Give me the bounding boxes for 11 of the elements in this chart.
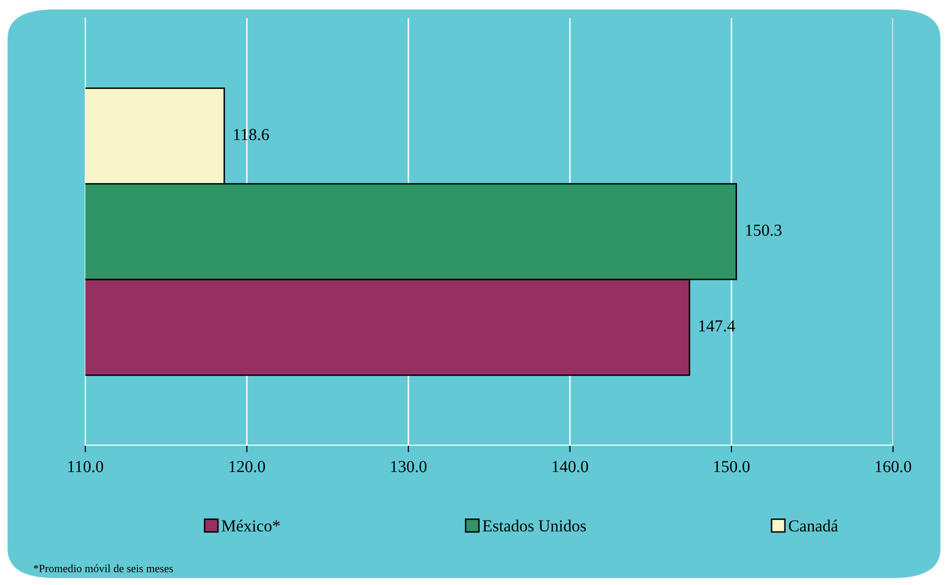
legend-label: México* xyxy=(222,520,280,532)
x-tick-label: 110.0 xyxy=(68,460,104,472)
data-label: 150.3 xyxy=(746,224,782,236)
x-tick-label: 120.0 xyxy=(230,460,265,472)
legend-label: Canadá xyxy=(788,520,838,532)
text: *Promedio móvil de seis meses xyxy=(34,564,173,572)
x-tick-label: 150.0 xyxy=(714,460,750,472)
legend-label: Estados Unidos xyxy=(482,520,586,532)
x-tick-label: 140.0 xyxy=(552,460,588,472)
x-tick-label: 160.0 xyxy=(876,460,912,472)
x-tick-label: 130.0 xyxy=(391,460,427,472)
